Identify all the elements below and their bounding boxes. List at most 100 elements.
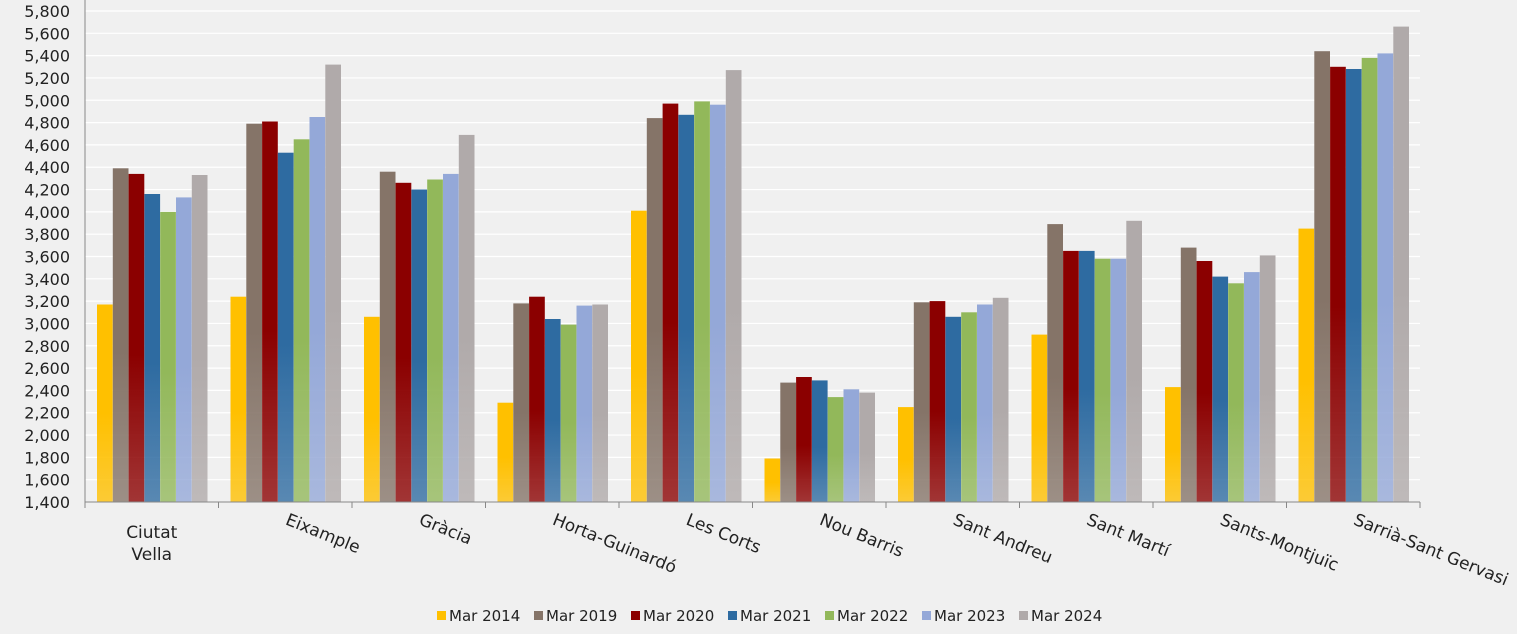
y-tick-label: 5,400: [24, 47, 70, 66]
bar-mar-2023-9: [1377, 53, 1394, 503]
legend-label: Mar 2021: [740, 607, 811, 625]
bar-mar-2014-0: [97, 304, 113, 502]
bar-mar-2022-0: [160, 211, 176, 502]
bar-mar-2023-6: [977, 304, 993, 502]
bar-mar-2024-2: [458, 134, 475, 502]
bar-mar-2024-5: [859, 392, 875, 502]
bar-mar-2020-4: [662, 103, 679, 502]
bar-mar-2020-0: [128, 173, 145, 502]
bar-mar-2021-8: [1212, 276, 1229, 502]
legend-label: Mar 2023: [934, 607, 1005, 625]
y-tick-label: 5,600: [24, 24, 70, 43]
bar-mar-2019-7: [1047, 224, 1063, 502]
bar-mar-2019-3: [513, 303, 529, 502]
bar-mar-2023-8: [1244, 272, 1260, 502]
bar-mar-2021-3: [544, 319, 561, 502]
bar-mar-2022-1: [293, 139, 310, 503]
bar-mar-2014-4: [631, 210, 647, 502]
bar-mar-2014-3: [497, 402, 514, 502]
bar-mar-2024-9: [1393, 26, 1409, 502]
bar-mar-2020-8: [1196, 261, 1213, 502]
bar-mar-2022-8: [1228, 283, 1244, 502]
bar-mar-2021-4: [678, 114, 695, 503]
bar-mar-2014-6: [898, 407, 914, 502]
y-tick-label: 4,600: [24, 136, 70, 155]
bar-mar-2021-7: [1078, 250, 1095, 502]
bar-mar-2023-0: [176, 197, 192, 502]
bar-mar-2024-7: [1126, 220, 1142, 503]
bar-mar-2019-9: [1314, 51, 1330, 502]
bar-mar-2022-3: [560, 324, 577, 502]
y-tick-label: 2,200: [24, 404, 70, 423]
y-tick-label: 2,000: [24, 426, 70, 445]
y-tick-label: 1,600: [24, 471, 70, 490]
bar-mar-2022-5: [827, 397, 844, 502]
bar-mar-2020-9: [1330, 66, 1346, 503]
bar-mar-2014-2: [364, 316, 380, 502]
legend: Mar 2014 Mar 2019 Mar 2020 Mar 2021 Mar 2022…: [437, 607, 1102, 625]
bar-mar-2022-6: [961, 312, 977, 502]
bar-mar-2021-9: [1345, 69, 1362, 502]
bar-mar-2023-5: [843, 389, 860, 502]
legend-swatch: [1019, 611, 1028, 620]
bar-mar-2014-7: [1031, 334, 1048, 502]
bar-mar-2021-2: [411, 189, 428, 502]
y-tick-label: 3,000: [24, 314, 70, 333]
bar-mar-2014-8: [1165, 387, 1181, 502]
bar-mar-2019-4: [646, 118, 663, 502]
legend-swatch: [437, 611, 446, 620]
y-tick-label: 1,800: [24, 448, 70, 467]
legend-label: Mar 2014: [449, 607, 520, 625]
bar-mar-2023-1: [309, 117, 326, 502]
y-tick-label: 3,400: [24, 270, 70, 289]
bar-mar-2020-6: [929, 301, 946, 502]
bar-mar-2020-1: [262, 121, 278, 502]
bar-mar-2019-0: [112, 168, 129, 503]
bar-mar-2014-1: [230, 296, 247, 502]
legend-swatch: [825, 611, 834, 620]
legend-label: Mar 2024: [1031, 607, 1102, 625]
legend-label: Mar 2020: [643, 607, 714, 625]
bar-mar-2022-4: [694, 101, 710, 503]
y-tick-label: 4,400: [24, 158, 70, 177]
bar-mar-2019-6: [913, 302, 930, 502]
bar-mar-2019-1: [246, 123, 262, 502]
y-tick-label: 5,800: [24, 2, 70, 21]
bar-mar-2021-1: [277, 152, 294, 502]
y-tick-label: 3,200: [24, 292, 70, 311]
y-tick-label: 2,600: [24, 359, 70, 378]
y-axis: 1,400 1,600 1,800 2,000 2,200 2,400 2,600 2,800…: [24, 0, 86, 512]
bar-mar-2023-2: [443, 173, 459, 502]
bar-mar-2024-3: [592, 304, 608, 502]
bar-mar-2024-8: [1259, 255, 1276, 502]
bar-mar-2020-3: [529, 296, 545, 502]
y-tick-label: 5,000: [24, 91, 70, 110]
y-tick-label: 1,400: [24, 493, 70, 512]
y-tick-label: 4,000: [24, 203, 70, 222]
y-tick-label: 4,800: [24, 114, 70, 133]
bar-mar-2024-1: [325, 64, 341, 502]
y-tick-label: 2,400: [24, 381, 70, 400]
bar-mar-2023-7: [1110, 258, 1127, 502]
y-tick-label: 3,800: [24, 225, 70, 244]
bar-mar-2024-4: [725, 70, 742, 502]
bar-mar-2022-2: [427, 179, 443, 502]
bar-mar-2024-6: [992, 297, 1009, 502]
bar-mar-2014-5: [764, 458, 781, 502]
category-label: Ciutat Vella: [126, 523, 177, 565]
bar-mar-2014-9: [1298, 228, 1315, 502]
legend-swatch: [728, 611, 737, 620]
bar-mar-2020-2: [395, 182, 412, 503]
y-tick-label: 3,600: [24, 248, 70, 267]
y-tick-label: 5,200: [24, 69, 70, 88]
legend-swatch: [922, 611, 931, 620]
bar-mar-2021-6: [945, 316, 962, 502]
bar-mar-2022-7: [1094, 258, 1111, 502]
legend-swatch: [534, 611, 543, 620]
bar-mar-2019-5: [780, 382, 796, 502]
y-tick-label: 4,200: [24, 181, 70, 200]
bar-mar-2023-4: [710, 104, 726, 502]
y-tick-label: 2,800: [24, 337, 70, 356]
bar-mar-2021-0: [144, 194, 161, 502]
